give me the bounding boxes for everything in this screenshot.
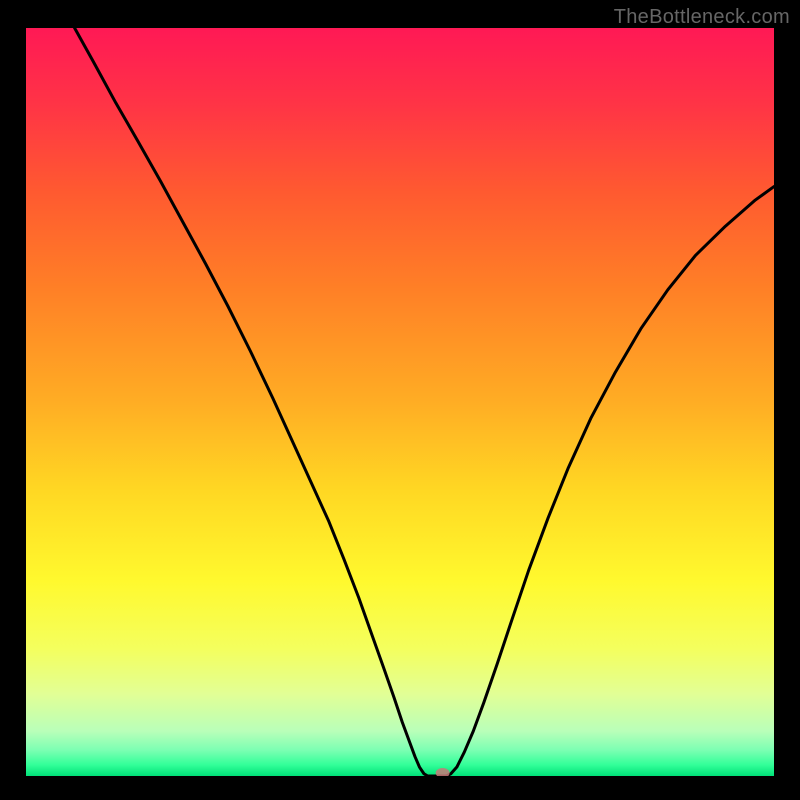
plot-area [26, 28, 774, 776]
chart-svg [26, 28, 774, 776]
chart-outer: TheBottleneck.com [0, 0, 800, 800]
watermark-text: TheBottleneck.com [614, 6, 790, 29]
